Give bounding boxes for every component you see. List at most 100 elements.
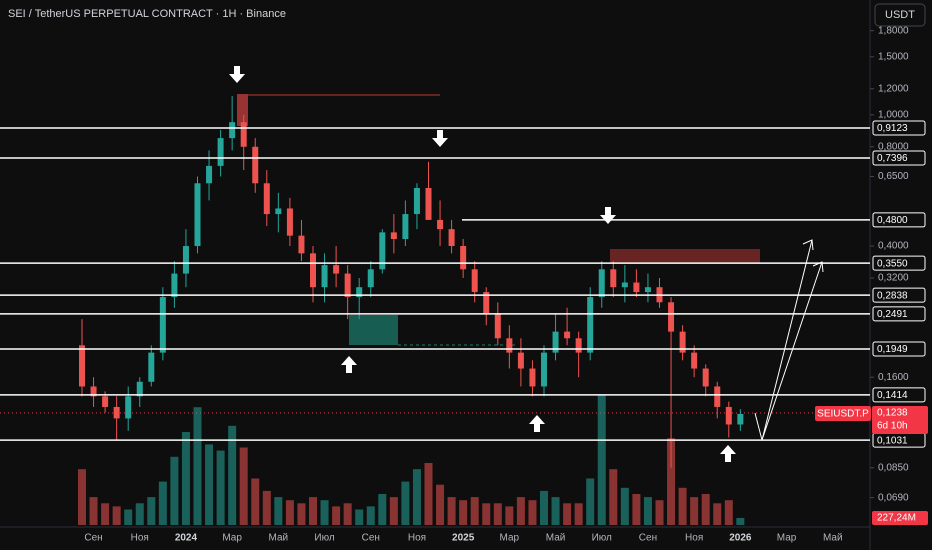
- candle-body: [737, 413, 744, 425]
- x-tick-label: Мар: [500, 533, 520, 544]
- x-tick-label: Ноя: [685, 533, 703, 544]
- volume-bar: [620, 487, 629, 525]
- candle-body: [483, 292, 490, 314]
- volume-bar: [493, 503, 502, 525]
- candle-body: [541, 352, 547, 387]
- arrow-head: [802, 239, 824, 273]
- candle-body: [148, 352, 155, 382]
- up-arrow: [720, 445, 736, 462]
- level-label: 0,9123: [877, 123, 908, 134]
- volume-bar: [505, 506, 514, 525]
- volume-bar: [574, 503, 583, 525]
- up-arrow: [529, 415, 545, 432]
- candle-body: [714, 386, 721, 407]
- x-tick-label: Июл: [314, 533, 334, 544]
- x-tick-label: Сен: [84, 533, 102, 544]
- y-tick-label: 1,0000: [878, 109, 909, 120]
- level-label: 0,2491: [877, 309, 908, 320]
- x-tick-label: Май: [269, 533, 289, 544]
- volume-bar: [447, 497, 456, 525]
- candle-body: [263, 183, 270, 215]
- level-label: 0,1031: [877, 435, 908, 446]
- volume-bar: [563, 503, 572, 525]
- candle-body: [344, 273, 351, 298]
- currency-button[interactable]: [874, 3, 926, 27]
- volume-bar: [436, 484, 445, 525]
- candle-body: [171, 273, 178, 298]
- volume-bar: [701, 494, 710, 525]
- candle-body: [679, 331, 686, 353]
- candle-body: [425, 187, 432, 220]
- volume-bar: [170, 456, 179, 525]
- y-tick-label: 0,3200: [878, 273, 909, 284]
- candle-body: [402, 214, 409, 240]
- level-label-box: [872, 387, 926, 403]
- volume-bar: [378, 494, 387, 525]
- level-label-box: [872, 150, 926, 166]
- candle-body: [206, 165, 213, 184]
- volume-bar: [181, 432, 190, 525]
- level-label: 0,1949: [877, 344, 908, 355]
- plot: [78, 96, 745, 525]
- symbol-tag: SEIUSDT.P: [817, 409, 869, 420]
- candle-body: [552, 331, 559, 353]
- last-price-box: [872, 405, 928, 434]
- candle-body: [90, 386, 97, 397]
- volume-bar: [459, 500, 468, 525]
- candle-body: [321, 265, 328, 288]
- candle-body: [668, 302, 675, 332]
- volume-bar: [655, 500, 664, 525]
- candle-body: [413, 187, 420, 215]
- volume-bar: [551, 497, 560, 525]
- x-tick-label: Май: [546, 533, 566, 544]
- volume-bar: [135, 503, 144, 525]
- candle-body: [564, 331, 571, 339]
- volume-bar: [643, 497, 652, 525]
- volume-bar: [678, 487, 687, 525]
- candle-body: [633, 282, 640, 293]
- y-tick-label: 1,2000: [878, 83, 909, 94]
- volume-bar: [124, 509, 133, 525]
- candle-body: [506, 338, 513, 353]
- candle-body: [286, 208, 293, 236]
- y-tick-label: 0,0690: [878, 492, 909, 503]
- volume-bar: [586, 478, 595, 525]
- candle-body: [702, 368, 709, 387]
- currency-button-label[interactable]: USDT: [885, 9, 915, 21]
- level-label: 0,2838: [877, 290, 908, 301]
- candle-body: [494, 313, 501, 339]
- down-arrow: [432, 130, 448, 147]
- x-tick-label: Июл: [592, 533, 612, 544]
- x-tick-label: Сен: [362, 533, 380, 544]
- candle-body: [217, 138, 224, 166]
- candle-body: [310, 253, 316, 288]
- volume-bar: [424, 463, 433, 525]
- candle-body: [390, 232, 397, 240]
- y-tick-label: 1,5000: [878, 51, 909, 62]
- volume-label-box: [872, 510, 928, 525]
- candle-body: [517, 352, 524, 369]
- x-tick-label: Мар: [222, 533, 242, 544]
- level-label: 0,7396: [877, 153, 908, 164]
- volume-bar: [216, 450, 225, 525]
- candle-body: [587, 297, 594, 353]
- x-tick-label: Мар: [777, 533, 797, 544]
- volume-bar: [516, 497, 525, 525]
- candle-body: [460, 246, 467, 270]
- volume-bar: [724, 500, 733, 525]
- volume-bar: [285, 500, 294, 525]
- candle-body: [182, 246, 189, 274]
- candle-body: [471, 269, 478, 293]
- up-arrow: [341, 356, 357, 373]
- volume-bar: [147, 497, 156, 525]
- volume-bar: [528, 500, 537, 525]
- candle-body: [621, 282, 628, 288]
- volume-bar: [401, 481, 410, 525]
- candle-body: [159, 297, 166, 353]
- x-tick-label: Сен: [639, 533, 657, 544]
- last-price-label: 0,1238: [877, 408, 908, 419]
- candle-body: [229, 122, 236, 139]
- volume-bar: [309, 497, 317, 525]
- candle-body: [610, 269, 617, 288]
